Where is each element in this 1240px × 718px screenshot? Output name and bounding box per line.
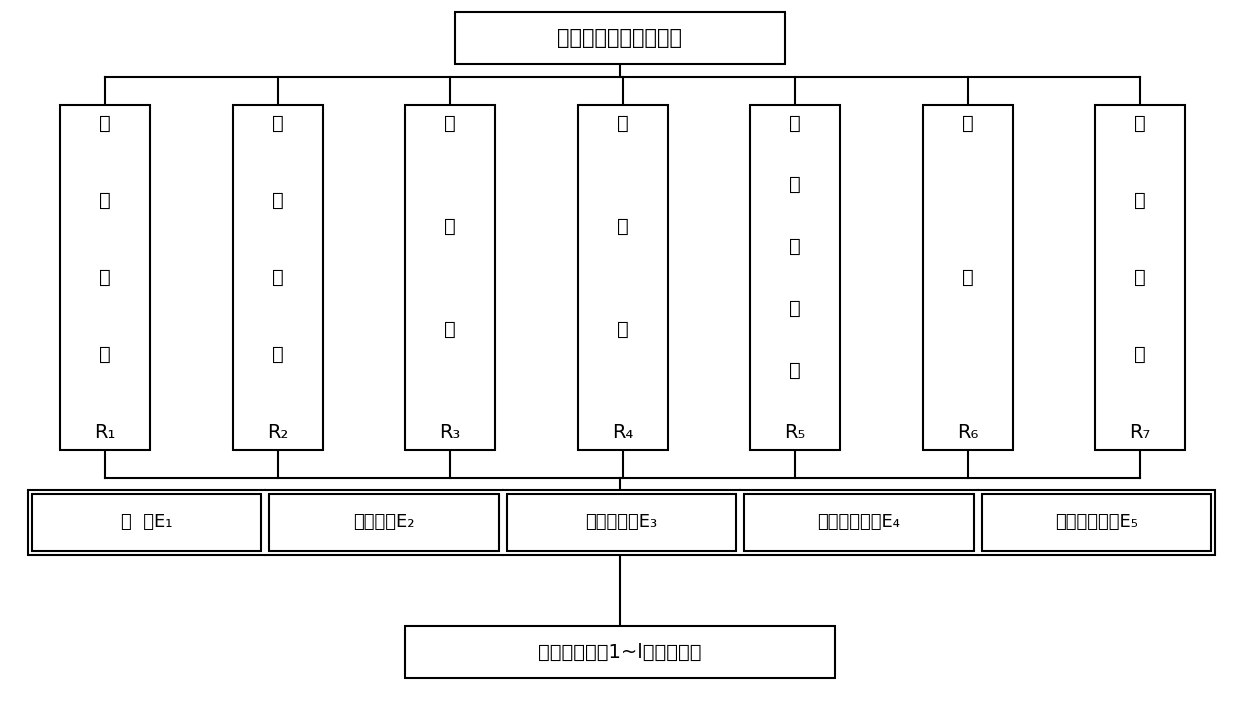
Text: R₇: R₇ [1130, 422, 1151, 442]
Text: 最大变形量E₃: 最大变形量E₃ [585, 513, 657, 531]
Text: 形: 形 [1135, 191, 1146, 210]
Bar [405, 105, 495, 450]
Text: 工: 工 [99, 191, 110, 210]
Text: 抗: 抗 [616, 113, 629, 133]
Bar [60, 105, 150, 450]
Text: 力: 力 [789, 175, 801, 195]
Text: 加: 加 [99, 113, 110, 133]
Bar [982, 494, 1211, 551]
Text: 性: 性 [616, 320, 629, 338]
Text: 轻: 轻 [444, 113, 456, 133]
Text: 横梁设计方案评价体系: 横梁设计方案评价体系 [558, 28, 682, 48]
Bar [744, 494, 973, 551]
Text: R₁: R₁ [94, 422, 115, 442]
Text: 学: 学 [789, 237, 801, 256]
Text: 效: 效 [272, 268, 284, 287]
Bar [29, 490, 1215, 555]
Text: R₄: R₄ [611, 422, 634, 442]
Text: 最大等效应力E₄: 最大等效应力E₄ [817, 513, 900, 531]
Bar [405, 626, 835, 678]
Bar [455, 12, 785, 64]
Text: 寸: 寸 [1135, 345, 1146, 364]
Text: R₃: R₃ [439, 422, 460, 442]
Text: R₂: R₂ [267, 422, 288, 442]
Text: 量: 量 [444, 217, 456, 236]
Bar [507, 494, 737, 551]
Text: 一阶固有频率E₅: 一阶固有频率E₅ [1055, 513, 1138, 531]
Text: 横梁设计方案1~l符合度评分: 横梁设计方案1~l符合度评分 [538, 643, 702, 661]
Text: 加: 加 [272, 113, 284, 133]
Bar [233, 105, 322, 450]
Text: 能: 能 [789, 360, 801, 380]
Text: 率: 率 [272, 345, 284, 364]
Bar [750, 105, 839, 450]
Bar [32, 494, 262, 551]
Bar [1095, 105, 1185, 450]
Text: 性: 性 [789, 299, 801, 318]
Bar [923, 105, 1013, 450]
Text: 外形体积E₂: 外形体积E₂ [353, 513, 415, 531]
Text: 度: 度 [99, 345, 110, 364]
Text: 外: 外 [1135, 113, 1146, 133]
Text: R₅: R₅ [785, 422, 806, 442]
Text: 精: 精 [99, 268, 110, 287]
Text: 尺: 尺 [1135, 268, 1146, 287]
Bar [578, 105, 667, 450]
Text: 质  量E₁: 质 量E₁ [122, 513, 172, 531]
Text: R₆: R₆ [957, 422, 978, 442]
Bar [269, 494, 498, 551]
Text: 工: 工 [272, 191, 284, 210]
Text: 化: 化 [444, 320, 456, 338]
Text: 本: 本 [962, 268, 973, 287]
Text: 静: 静 [789, 113, 801, 133]
Text: 成: 成 [962, 113, 973, 133]
Text: 振: 振 [616, 217, 629, 236]
